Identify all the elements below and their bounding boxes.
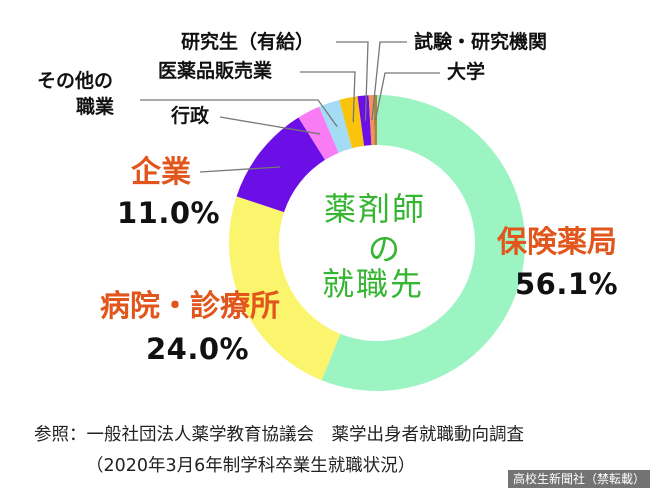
slice-company bbox=[236, 117, 326, 213]
value-company: 11.0% bbox=[117, 196, 221, 230]
slice-hospital bbox=[229, 196, 341, 381]
leader-other bbox=[140, 99, 338, 128]
slice-drugsales bbox=[339, 96, 365, 149]
label-other-line1: その他の bbox=[37, 70, 114, 92]
leader-research bbox=[371, 41, 407, 121]
value-pharmacy: 56.1% bbox=[515, 267, 619, 301]
label-research: 試験・研究機関 bbox=[414, 31, 548, 53]
leader-drugsales bbox=[300, 71, 356, 123]
leader-grad bbox=[336, 41, 369, 121]
label-pharmacy: 保険薬局 bbox=[497, 225, 617, 260]
chart-title-line2: の bbox=[368, 230, 403, 268]
source-line2: （2020年3月6年制学科卒業生就職状況） bbox=[86, 456, 416, 476]
chart-title-line3: 就職先 bbox=[322, 265, 425, 303]
label-grad: 研究生（有給） bbox=[181, 31, 315, 53]
value-hospital: 24.0% bbox=[146, 332, 250, 366]
source-line1: 参照：一般社団法人薬学教育協議会 薬学出身者就職動向調査 bbox=[34, 425, 524, 445]
label-admin: 行政 bbox=[171, 105, 210, 127]
leader-admin bbox=[219, 116, 321, 135]
label-univ: 大学 bbox=[447, 61, 486, 83]
slice-univ bbox=[373, 95, 377, 146]
label-drugsales: 医薬品販売業 bbox=[158, 60, 273, 82]
slice-pharmacy bbox=[321, 95, 525, 391]
label-other-line2: 職業 bbox=[76, 96, 115, 118]
label-company: 企業 bbox=[131, 155, 191, 190]
watermark: 高校生新聞社（禁転載） bbox=[507, 469, 650, 488]
label-hospital: 病院・診療所 bbox=[100, 289, 280, 324]
leader-univ bbox=[374, 72, 440, 121]
leader-company bbox=[199, 166, 281, 173]
chart-title-line1: 薬剤師 bbox=[324, 190, 427, 228]
slice-grad bbox=[357, 95, 372, 146]
